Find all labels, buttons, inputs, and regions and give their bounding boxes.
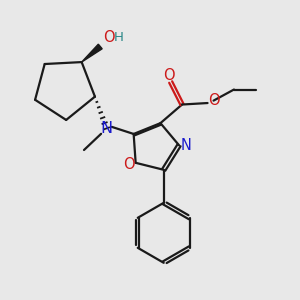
Polygon shape bbox=[82, 44, 102, 62]
Text: N: N bbox=[100, 121, 112, 136]
Text: H: H bbox=[114, 31, 124, 44]
Text: O: O bbox=[163, 68, 175, 83]
Text: N: N bbox=[180, 138, 191, 153]
Text: O: O bbox=[103, 30, 115, 45]
Text: O: O bbox=[123, 157, 135, 172]
Text: O: O bbox=[208, 93, 220, 108]
